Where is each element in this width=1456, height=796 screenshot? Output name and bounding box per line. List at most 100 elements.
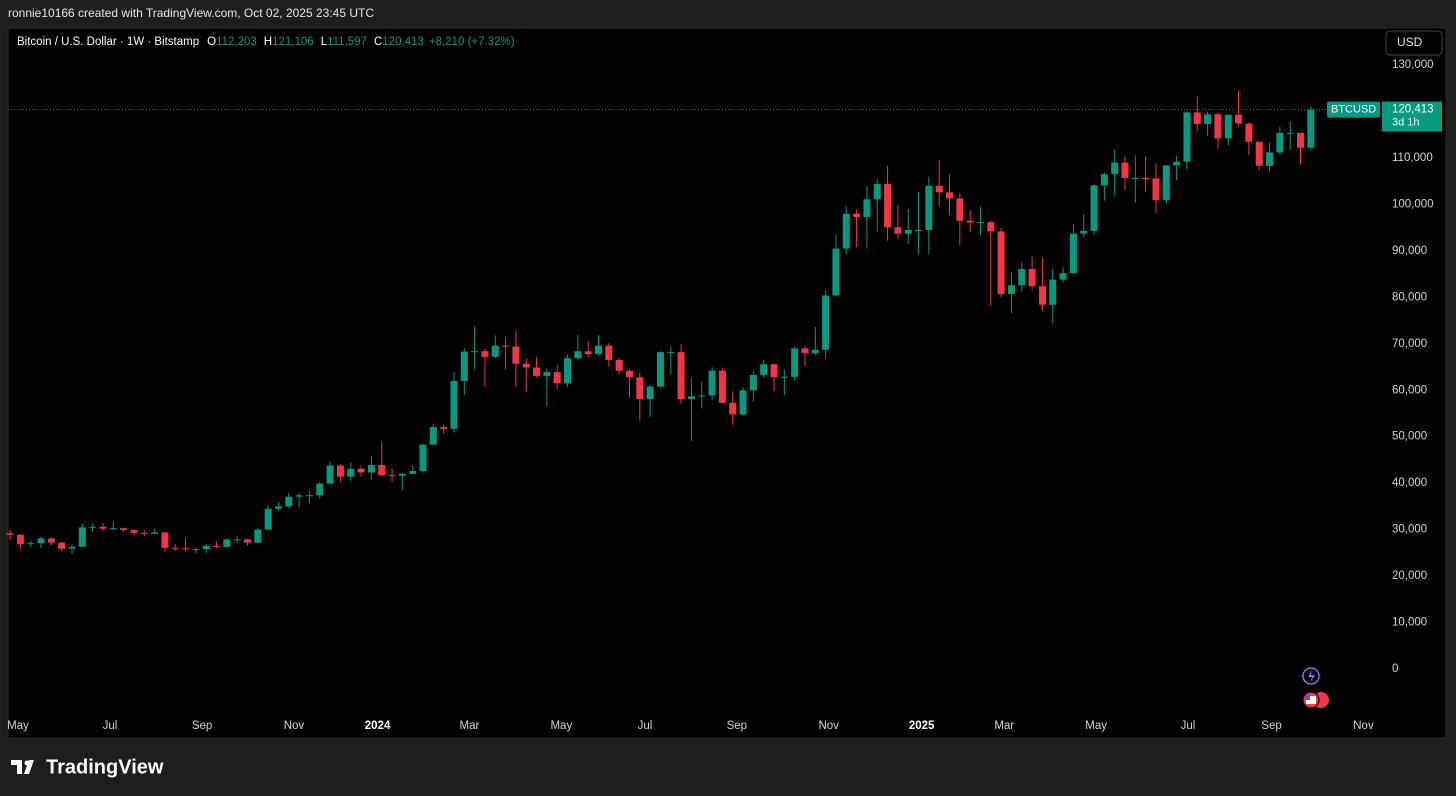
candle-body: [1183, 112, 1191, 162]
candle-body: [78, 527, 86, 547]
candle-body: [801, 348, 809, 354]
x-tick-label: Jul: [638, 720, 653, 732]
candle-body: [254, 529, 262, 543]
candle-body: [760, 364, 768, 375]
candle-body: [140, 532, 148, 534]
candle-body: [915, 229, 923, 231]
y-tick-label: 50,000: [1392, 431, 1427, 443]
candle-body: [1307, 109, 1315, 148]
candle-body: [16, 534, 24, 545]
candle-body: [698, 395, 706, 397]
candle-body: [27, 543, 35, 545]
candle-body: [904, 229, 912, 234]
x-tick-label: May: [550, 720, 572, 732]
event-icon-bolt: [1308, 670, 1315, 683]
candle-body: [822, 295, 830, 350]
candle-body: [213, 545, 221, 547]
candle-body: [656, 352, 664, 387]
brand-logo: [11, 760, 34, 774]
candle-body: [522, 363, 530, 368]
candle-body: [1173, 161, 1181, 166]
symbol-tag: [1327, 101, 1380, 118]
candle-body: [1059, 273, 1067, 280]
price-tag: [1382, 101, 1442, 132]
candle-body: [99, 526, 107, 529]
candle-body: [976, 222, 984, 224]
candle-body: [667, 352, 675, 354]
candle-body: [295, 495, 303, 497]
candle-body: [378, 465, 386, 476]
candle-body: [37, 538, 45, 544]
chart-area: [7, 27, 1447, 739]
candle-body: [811, 349, 819, 354]
candle-body: [202, 545, 210, 550]
candle-body: [192, 549, 200, 551]
legend-key: C: [374, 36, 382, 48]
candle-body: [1266, 152, 1274, 166]
candle-body: [109, 528, 117, 530]
legend-key: L: [321, 36, 328, 48]
candle-body: [935, 185, 943, 193]
candle-body: [1100, 174, 1108, 186]
candle-body: [471, 351, 479, 353]
x-tick-label: May: [7, 720, 29, 732]
candle-body: [832, 248, 840, 296]
candle-body: [853, 213, 861, 217]
candle-body: [873, 183, 881, 200]
currency-button[interactable]: [1385, 30, 1443, 56]
candle-body: [729, 402, 737, 415]
candle-body: [884, 183, 892, 228]
candle-body: [120, 528, 128, 531]
legend-title: Bitcoin / U.S. Dollar · 1W · Bitstamp: [17, 36, 199, 48]
legend-key: O: [207, 36, 216, 48]
candle-body: [336, 465, 344, 477]
candle-body: [1069, 233, 1077, 274]
candle-body: [243, 539, 252, 543]
candle-body: [1131, 177, 1139, 179]
candle-body: [842, 213, 850, 249]
candle-body: [1121, 162, 1129, 178]
y-tick-label: 110,000: [1392, 152, 1433, 164]
currency-label[interactable]: USD: [1397, 35, 1423, 49]
candle-body: [1214, 114, 1222, 139]
candle-body: [357, 468, 365, 473]
candle-body: [533, 367, 541, 376]
y-tick-label: 90,000: [1392, 245, 1427, 257]
candle-body: [863, 199, 871, 217]
legend-value: 112,203: [216, 36, 257, 48]
legend-key: H: [264, 36, 272, 48]
candle-body: [89, 526, 97, 528]
x-tick-label: Mar: [994, 720, 1014, 732]
price-tag-label: 120,413: [1392, 104, 1434, 116]
candle-body: [450, 380, 458, 429]
candle-body: [1255, 141, 1263, 166]
y-tick-label: 130,000: [1392, 59, 1434, 71]
flag: [1306, 696, 1316, 704]
candle-body: [584, 351, 592, 355]
x-tick-label: May: [1085, 720, 1107, 732]
candle-body: [6, 533, 14, 535]
candle-body: [770, 364, 778, 378]
legend-value: 120,413: [382, 36, 424, 48]
candle-body: [718, 370, 726, 403]
candle-body: [749, 374, 757, 391]
candle-body: [1204, 114, 1212, 125]
candle-body: [615, 360, 623, 371]
candle-body: [636, 377, 644, 400]
candle-body: [791, 348, 799, 377]
candle-body: [305, 495, 313, 497]
candle-body: [646, 386, 654, 400]
candle-body: [1162, 165, 1170, 201]
candle-body: [945, 192, 954, 199]
candle-body: [512, 346, 520, 364]
candle-body: [1286, 132, 1294, 134]
candle-body: [966, 220, 974, 223]
candle-body: [997, 231, 1005, 295]
candle-body: [625, 370, 633, 378]
candle-body: [553, 372, 561, 384]
event-icon[interactable]: [1302, 667, 1320, 685]
x-tick-label: 2024: [365, 720, 391, 732]
candle-body: [130, 530, 138, 533]
candle-body: [1193, 112, 1201, 125]
candle-body: [1276, 132, 1284, 153]
